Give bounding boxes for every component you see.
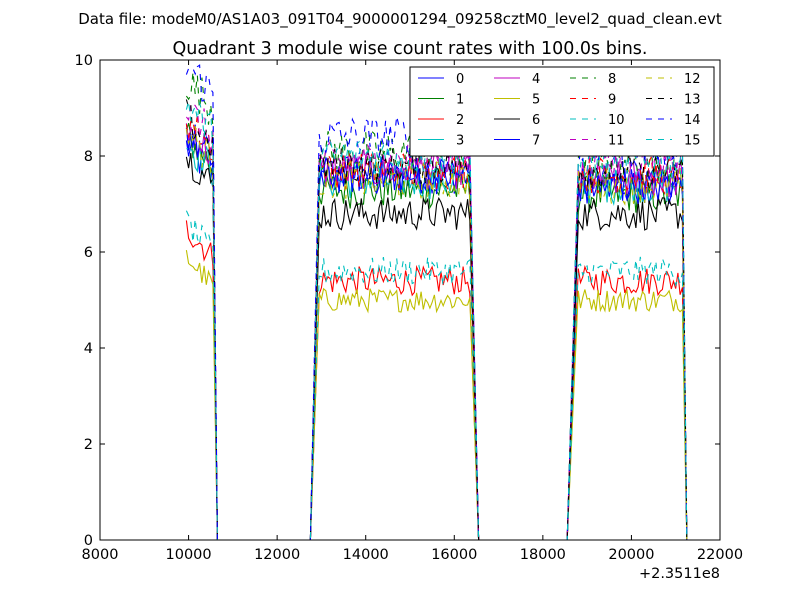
x-tick-label-5: 18000 [520,547,566,563]
x-tick-label-1: 10000 [166,547,212,563]
legend-label-13: 13 [684,93,701,108]
legend-label-0: 0 [456,72,464,87]
series-line-2 [185,220,688,540]
y-tick-label-0: 0 [84,533,93,549]
x-tick-label-3: 14000 [343,547,389,563]
legend-label-3: 3 [456,134,464,149]
legend-label-9: 9 [608,93,616,108]
x-tick-label-2: 12000 [254,547,300,563]
legend-label-11: 11 [608,134,625,149]
x-tick-label-6: 20000 [608,547,654,563]
series-line-9 [185,113,688,540]
figure-suptitle: Data file: modeM0/AS1A03_091T04_90000012… [78,10,722,29]
x-offset-label: +2.3511e8 [639,566,720,582]
y-tick-label-2: 4 [84,341,93,357]
chart-title: Quadrant 3 module wise count rates with … [173,39,648,59]
legend-label-5: 5 [532,93,540,108]
legend-label-15: 15 [684,134,701,149]
legend-label-4: 4 [532,72,540,87]
legend-label-7: 7 [532,134,540,149]
legend-label-6: 6 [532,113,540,128]
x-tick-label-0: 8000 [82,547,119,563]
series-line-10 [185,210,688,540]
legend-label-10: 10 [608,113,625,128]
legend-frame [409,66,715,157]
y-tick-label-1: 2 [84,437,93,453]
series-line-5 [185,250,688,540]
legend-label-14: 14 [684,113,701,128]
legend-label-8: 8 [608,72,616,87]
legend-label-2: 2 [456,113,464,128]
tick-layer: 8000 10000 12000 14000 16000 18000 20000 22000 0… [75,53,744,563]
y-tick-label-3: 6 [84,245,93,261]
legend-label-12: 12 [684,72,701,87]
x-tick-label-7: 22000 [697,547,743,563]
series-line-6 [185,152,688,540]
y-tick-label-4: 8 [84,149,93,165]
y-tick-label-5: 10 [75,53,93,69]
legend-label-1: 1 [456,93,464,108]
plot-area-frame [99,59,721,541]
x-tick-label-4: 16000 [431,547,477,563]
